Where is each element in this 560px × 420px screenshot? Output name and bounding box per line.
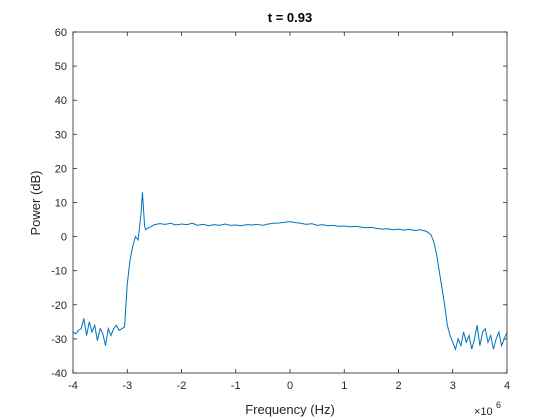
y-axis-title: Power (dB) xyxy=(28,170,43,235)
y-tick-label: -30 xyxy=(51,334,67,346)
y-tick-label: 50 xyxy=(55,61,67,73)
x-axis: -4 -3 -2 -1 0 1 2 3 4 xyxy=(68,32,510,392)
x-tick-label: -1 xyxy=(231,380,241,392)
y-tick-label: -10 xyxy=(51,266,67,278)
x-tick-label: 1 xyxy=(341,380,347,392)
y-tick-label: 20 xyxy=(55,163,67,175)
x-tick-label: 0 xyxy=(287,380,293,392)
chart-title: t = 0.93 xyxy=(268,10,312,25)
x-exponent-power: 6 xyxy=(496,400,501,410)
x-tick-label: -3 xyxy=(122,380,132,392)
y-tick-label: 30 xyxy=(55,129,67,141)
x-tick-label: 4 xyxy=(504,380,510,392)
y-tick-label: 60 xyxy=(55,27,67,39)
x-tick-label: -4 xyxy=(68,380,78,392)
x-tick-label: 3 xyxy=(450,380,456,392)
y-tick-label: -20 xyxy=(51,300,67,312)
series-line xyxy=(72,192,508,351)
y-tick-label: 10 xyxy=(55,198,67,210)
y-tick-label: 40 xyxy=(55,95,67,107)
x-tick-label: 2 xyxy=(395,380,401,392)
x-axis-title: Frequency (Hz) xyxy=(245,402,335,417)
y-tick-label: -40 xyxy=(51,368,67,380)
plot-area xyxy=(72,31,508,374)
y-tick-label: 0 xyxy=(61,232,67,244)
x-tick-label: -2 xyxy=(177,380,187,392)
y-axis: -40 -30 -20 -10 0 10 20 30 40 50 60 xyxy=(51,27,507,380)
x-exponent-label: ×10 xyxy=(474,406,493,418)
